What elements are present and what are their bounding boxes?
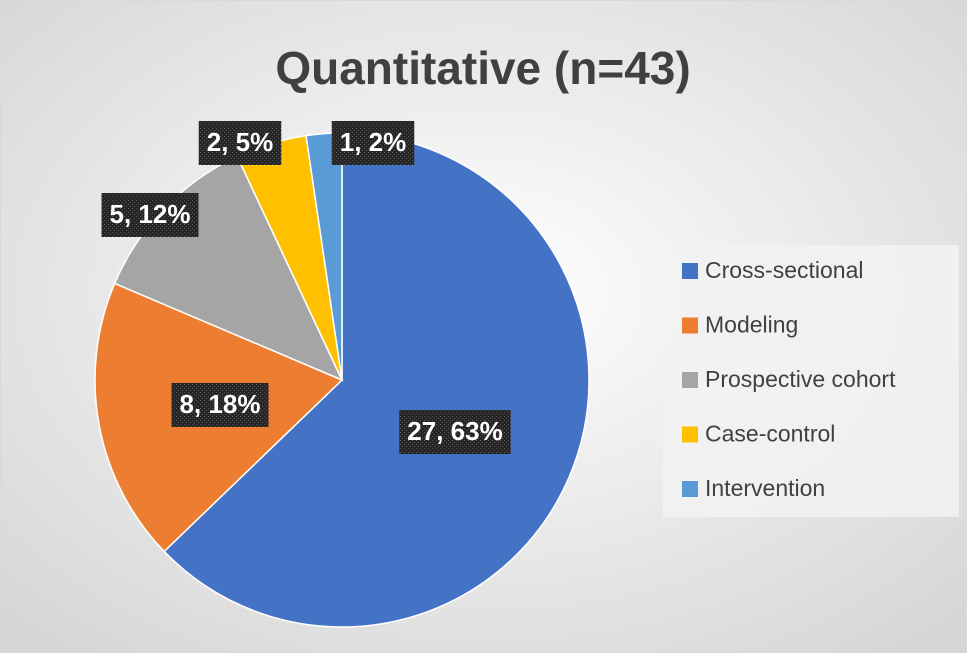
legend-swatch xyxy=(682,426,698,443)
legend-label: Intervention xyxy=(705,475,825,501)
legend-swatch xyxy=(682,317,698,334)
legend-box xyxy=(663,245,959,517)
data-label-text: 1, 2% xyxy=(340,127,407,157)
data-label-text: 5, 12% xyxy=(110,199,191,229)
data-label-box xyxy=(101,193,199,237)
data-label-text: 27, 63% xyxy=(407,416,502,446)
data-label: 1, 2% xyxy=(331,121,415,165)
data-label-box xyxy=(171,383,269,427)
legend-label: Cross-sectional xyxy=(705,257,864,283)
data-label-text: 8, 18% xyxy=(180,389,261,419)
legend-label: Case-control xyxy=(705,421,835,447)
legend-label: Modeling xyxy=(705,312,798,338)
data-label: 5, 12% xyxy=(101,193,199,237)
pie-slice xyxy=(163,132,590,628)
data-label-text: 2, 5% xyxy=(207,127,274,157)
legend-swatch xyxy=(682,263,698,279)
data-label: 2, 5% xyxy=(198,121,282,165)
legend-label: Prospective cohort xyxy=(705,366,896,392)
legend-swatch xyxy=(682,481,698,497)
data-label: 8, 18% xyxy=(171,383,269,427)
chart-title: Quantitative (n=43) xyxy=(275,42,690,94)
data-label: 27, 63% xyxy=(399,410,511,454)
data-label-box xyxy=(331,121,415,165)
legend-swatch xyxy=(682,372,698,388)
data-label-box xyxy=(198,121,282,165)
data-label-box xyxy=(399,410,511,454)
